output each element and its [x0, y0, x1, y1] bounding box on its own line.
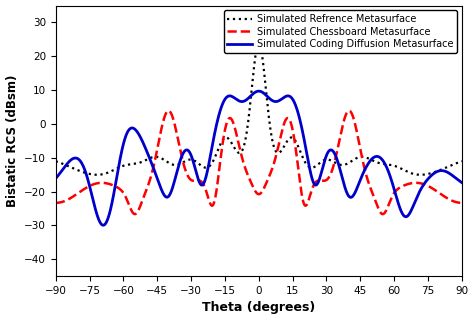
Simulated Refrence Metasurface [299, 153, 304, 156]
Simulated Chessboard Metasurface [132, 212, 137, 216]
Simulated Chessboard Metasurface [140, 197, 146, 201]
X-axis label: Theta (degrees): Theta (degrees) [202, 301, 315, 315]
Simulated Chessboard Metasurface [306, 198, 311, 202]
Y-axis label: Bistatic RCS (dBsm): Bistatic RCS (dBsm) [6, 75, 18, 207]
Simulated Chessboard Metasurface [459, 201, 465, 205]
Simulated Chessboard Metasurface [459, 201, 465, 205]
Simulated Chessboard Metasurface [166, 109, 172, 113]
Simulated Refrence Metasurface [140, 160, 146, 164]
Simulated Coding Diffusion Metasurface [100, 223, 106, 227]
Simulated Refrence Metasurface [53, 159, 59, 163]
Simulated Chessboard Metasurface [166, 109, 172, 113]
Line: Simulated Chessboard Metasurface: Simulated Chessboard Metasurface [56, 111, 462, 214]
Simulated Refrence Metasurface [459, 159, 465, 163]
Simulated Coding Diffusion Metasurface [299, 125, 304, 129]
Simulated Refrence Metasurface [459, 159, 465, 163]
Simulated Coding Diffusion Metasurface [256, 89, 262, 93]
Simulated Refrence Metasurface [94, 173, 100, 177]
Line: Simulated Coding Diffusion Metasurface: Simulated Coding Diffusion Metasurface [56, 91, 462, 225]
Simulated Refrence Metasurface [166, 161, 172, 165]
Simulated Refrence Metasurface [420, 173, 426, 177]
Simulated Chessboard Metasurface [299, 191, 304, 195]
Simulated Coding Diffusion Metasurface [306, 161, 311, 165]
Simulated Coding Diffusion Metasurface [459, 181, 465, 185]
Simulated Coding Diffusion Metasurface [53, 176, 59, 180]
Line: Simulated Refrence Metasurface: Simulated Refrence Metasurface [56, 44, 462, 175]
Simulated Coding Diffusion Metasurface [140, 140, 146, 144]
Simulated Chessboard Metasurface [53, 201, 59, 205]
Simulated Refrence Metasurface [306, 165, 311, 169]
Simulated Chessboard Metasurface [420, 182, 426, 186]
Legend: Simulated Refrence Metasurface, Simulated Chessboard Metasurface, Simulated Codi: Simulated Refrence Metasurface, Simulate… [224, 11, 457, 53]
Simulated Coding Diffusion Metasurface [459, 180, 465, 184]
Simulated Coding Diffusion Metasurface [420, 183, 426, 187]
Simulated Coding Diffusion Metasurface [166, 194, 172, 197]
Simulated Refrence Metasurface [256, 42, 262, 45]
